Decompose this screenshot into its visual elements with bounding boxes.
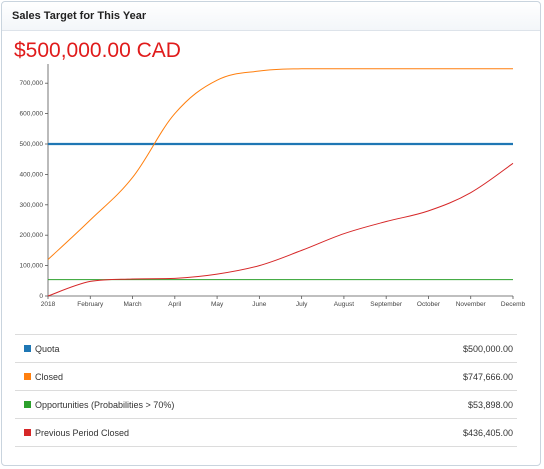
legend-item-previous-period-closed[interactable]: Previous Period Closed $436,405.00 (15, 419, 517, 447)
y-tick-label: 600,000 (20, 111, 44, 118)
x-tick-label: August (334, 301, 354, 308)
widget-title: Sales Target for This Year (12, 10, 147, 22)
y-tick-label: 0 (39, 293, 43, 300)
y-tick-label: 300,000 (20, 202, 44, 209)
sales-target-total: $500,000.00 CAD (14, 39, 181, 62)
x-tick-label: April (168, 301, 182, 308)
legend-label: Previous Period Closed (35, 427, 130, 438)
legend-swatch-closed (24, 373, 31, 380)
legend-swatch-opportunities (24, 401, 31, 408)
x-tick-label: October (417, 301, 441, 308)
legend-swatch-previous-period (24, 429, 31, 436)
legend-value: $436,405.00 (462, 427, 513, 438)
legend-item-opportunities[interactable]: Opportunities (Probabilities > 70%) $53,… (15, 391, 517, 419)
series-line-closed (47, 68, 513, 260)
legend-label: Closed (35, 371, 64, 382)
y-tick-label: 400,000 (20, 171, 44, 178)
y-tick-label: 100,000 (20, 263, 44, 270)
x-tick-label: November (456, 301, 487, 308)
x-tick-label: March (124, 301, 142, 308)
x-tick-label: July (296, 301, 308, 308)
legend-item-quota[interactable]: Quota $500,000.00 (15, 335, 517, 363)
sales-line-chart: 0 100,000 200,000 300,000 400,000 500,000 600,… (20, 64, 526, 308)
legend-swatch-quota (24, 345, 31, 352)
legend-item-closed[interactable]: Closed $747,666.00 (15, 363, 517, 391)
x-tick-label: 2018 (41, 301, 56, 308)
y-tick-label: 200,000 (20, 232, 44, 239)
y-tick-label: 700,000 (20, 80, 44, 87)
series-line-previous-period-closed (47, 162, 514, 297)
widget-header: Sales Target for This Year (2, 2, 540, 31)
legend-value: $747,666.00 (462, 371, 513, 382)
x-tick-label: September (370, 301, 403, 308)
x-tick-label: Decemb (501, 301, 526, 308)
legend-value: $500,000.00 (462, 343, 513, 354)
x-tick-label: May (211, 301, 224, 308)
x-tick-label: February (77, 301, 104, 308)
chart-legend: Quota $500,000.00 Closed $747,666.00 Opp… (15, 334, 517, 447)
legend-label: Quota (35, 343, 60, 354)
x-tick-label: June (252, 301, 266, 308)
legend-label: Opportunities (Probabilities > 70%) (35, 399, 175, 410)
legend-value: $53,898.00 (467, 399, 513, 410)
y-tick-label: 500,000 (20, 141, 44, 148)
